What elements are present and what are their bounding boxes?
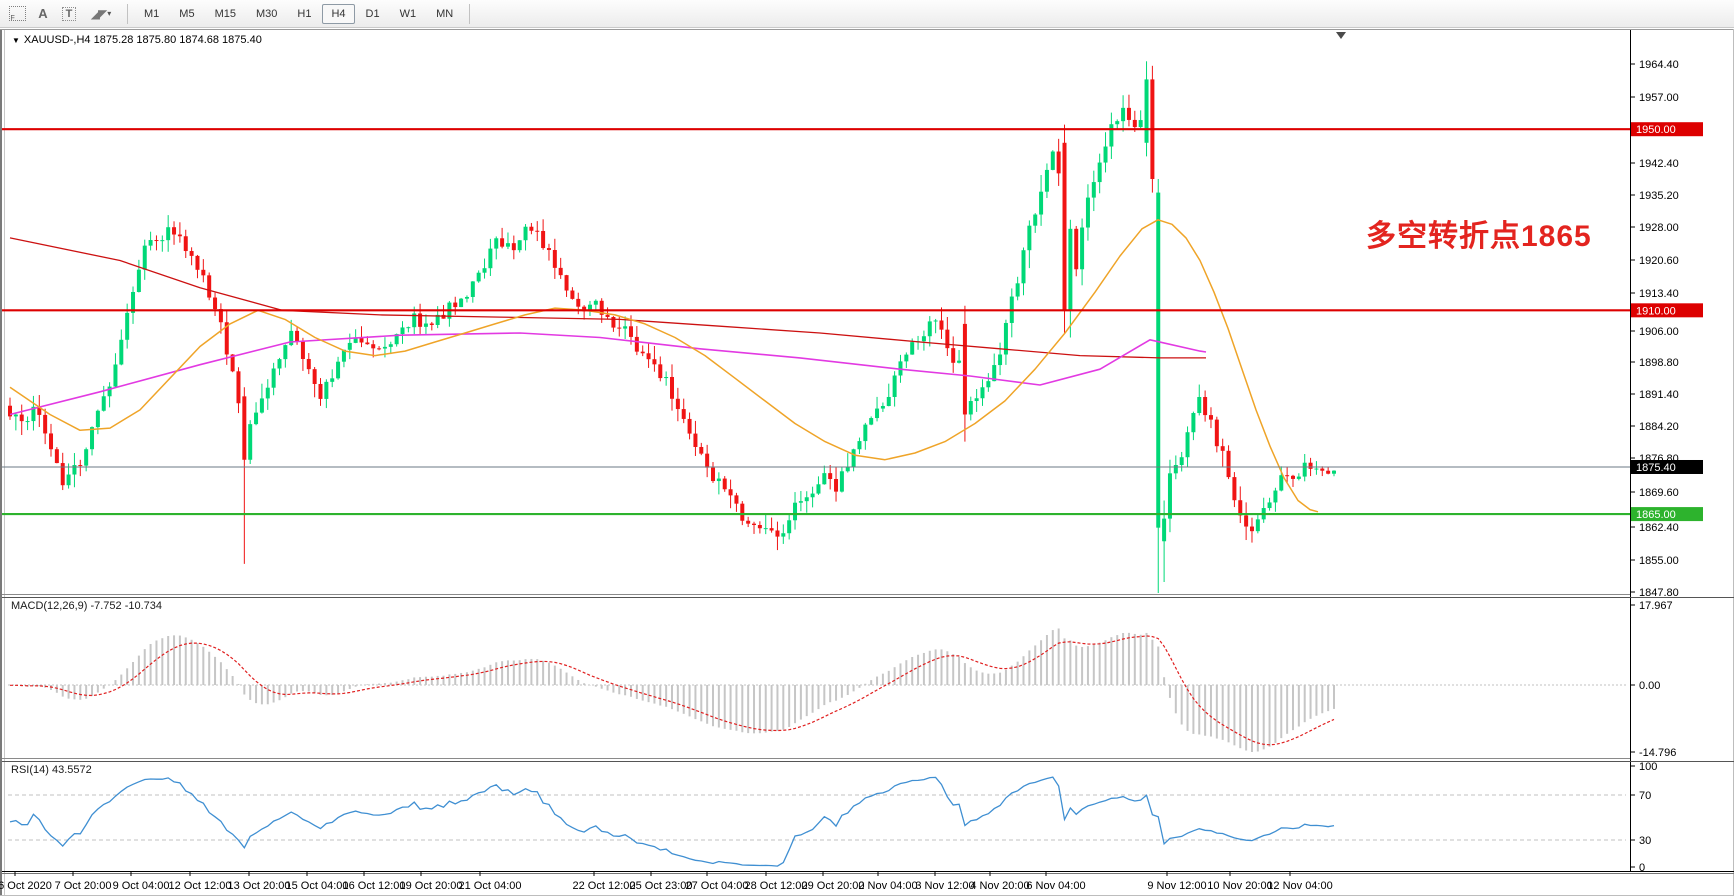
svg-text:1869.60: 1869.60 bbox=[1639, 487, 1679, 499]
svg-text:1942.40: 1942.40 bbox=[1639, 158, 1679, 170]
svg-text:29 Oct 20:00: 29 Oct 20:00 bbox=[802, 880, 865, 892]
timeframe-button-d1[interactable]: D1 bbox=[365, 7, 380, 20]
svg-text:70: 70 bbox=[1639, 790, 1651, 802]
text-annotation-icon[interactable]: A bbox=[38, 6, 48, 21]
svg-text:9 Nov 12:00: 9 Nov 12:00 bbox=[1147, 880, 1206, 892]
macd-signal-line bbox=[10, 635, 1335, 746]
ma-magenta-line bbox=[9, 332, 1207, 416]
svg-text:-14.796: -14.796 bbox=[1639, 747, 1676, 759]
svg-text:12 Oct 12:00: 12 Oct 12:00 bbox=[169, 880, 232, 892]
svg-text:1891.40: 1891.40 bbox=[1639, 389, 1679, 401]
svg-text:0.00: 0.00 bbox=[1639, 680, 1660, 692]
svg-text:1855.00: 1855.00 bbox=[1639, 555, 1679, 567]
timeframe-button-group: M1 M5 M15 M30 H1 H4 D1 W1 MN bbox=[135, 3, 462, 24]
svg-text:16 Oct 12:00: 16 Oct 12:00 bbox=[343, 880, 406, 892]
svg-text:25 Oct 23:00: 25 Oct 23:00 bbox=[630, 880, 693, 892]
svg-text:1884.20: 1884.20 bbox=[1639, 421, 1679, 433]
svg-text:27 Oct 04:00: 27 Oct 04:00 bbox=[686, 880, 749, 892]
svg-text:1847.80: 1847.80 bbox=[1639, 587, 1679, 599]
svg-text:1875.40: 1875.40 bbox=[1636, 462, 1676, 474]
timeframe-button-mn[interactable]: MN bbox=[436, 7, 454, 20]
macd-indicator-label: MACD(12,26,9) -7.752 -10.734 bbox=[11, 600, 163, 612]
svg-text:17.967: 17.967 bbox=[1639, 600, 1673, 612]
svg-text:1910.00: 1910.00 bbox=[1636, 305, 1676, 317]
chart-shift-marker-icon bbox=[1336, 32, 1346, 39]
top-toolbar: F A T ◢◤ ▾ M1 M5 M15 M30 H1 H4 D1 W1 MN bbox=[0, 0, 1734, 28]
rsi-pane bbox=[8, 776, 1626, 867]
window-left-edge bbox=[0, 29, 2, 896]
dropdown-triangle-icon[interactable]: ▼ bbox=[12, 36, 20, 45]
rsi-indicator-label: RSI(14) 43.5572 bbox=[11, 764, 92, 776]
price-badge bbox=[1631, 507, 1703, 522]
timeframe-button-m1[interactable]: M1 bbox=[144, 7, 160, 20]
svg-text:7 Oct 20:00: 7 Oct 20:00 bbox=[55, 880, 112, 892]
chart-symbol-header: ▼ XAUUSD-,H4 1875.28 1875.80 1874.68 1875… bbox=[12, 34, 262, 46]
macd-pane bbox=[8, 628, 1626, 752]
price-badge bbox=[1631, 303, 1703, 318]
svg-text:15 Oct 04:00: 15 Oct 04:00 bbox=[286, 880, 349, 892]
ohlc-quote-text: XAUUSD-,H4 1875.28 1875.80 1874.68 1875.… bbox=[23, 34, 262, 46]
timeframe-button-m30[interactable]: M30 bbox=[255, 7, 278, 20]
svg-text:1906.00: 1906.00 bbox=[1639, 326, 1679, 338]
toolbar-separator bbox=[127, 3, 128, 24]
svg-text:1862.40: 1862.40 bbox=[1639, 522, 1679, 534]
timeframe-button-h1[interactable]: H1 bbox=[297, 7, 312, 20]
svg-text:1950.00: 1950.00 bbox=[1636, 124, 1676, 136]
timeframe-button-w1[interactable]: W1 bbox=[399, 7, 417, 20]
svg-text:0: 0 bbox=[1639, 862, 1645, 874]
svg-text:21 Oct 04:00: 21 Oct 04:00 bbox=[459, 880, 522, 892]
svg-text:22 Oct 12:00: 22 Oct 12:00 bbox=[573, 880, 636, 892]
svg-text:3 Nov 12:00: 3 Nov 12:00 bbox=[915, 880, 974, 892]
svg-text:6 Nov 04:00: 6 Nov 04:00 bbox=[1026, 880, 1085, 892]
toolbar-separator bbox=[469, 3, 471, 24]
price-axis[interactable]: 1964.40 1957.00 1942.40 1935.20 1928.00 1920.… bbox=[1630, 59, 1703, 874]
svg-text:19 Oct 20:00: 19 Oct 20:00 bbox=[400, 880, 463, 892]
svg-text:1898.80: 1898.80 bbox=[1639, 357, 1679, 369]
svg-text:6 Oct 2020: 6 Oct 2020 bbox=[0, 880, 52, 892]
price-badge bbox=[1631, 122, 1703, 137]
arrows-objects-icon[interactable]: ◢◤ ▾ bbox=[90, 6, 112, 21]
price-annotation-text: 多空转折点1865 bbox=[1366, 220, 1592, 253]
svg-text:1928.00: 1928.00 bbox=[1639, 222, 1679, 234]
svg-text:1964.40: 1964.40 bbox=[1639, 59, 1679, 71]
svg-text:100: 100 bbox=[1639, 761, 1657, 773]
grid-crosshair-icon[interactable]: F bbox=[4, 3, 30, 25]
timeframe-button-h4[interactable]: H4 bbox=[322, 3, 355, 24]
ma-orange-line bbox=[9, 219, 1319, 513]
svg-text:28 Oct 12:00: 28 Oct 12:00 bbox=[745, 880, 808, 892]
svg-text:1935.20: 1935.20 bbox=[1639, 190, 1679, 202]
text-label-icon[interactable]: T bbox=[56, 3, 82, 25]
svg-text:30: 30 bbox=[1639, 835, 1651, 847]
ma-red-line bbox=[9, 237, 1206, 359]
time-axis[interactable]: 6 Oct 2020 7 Oct 20:00 9 Oct 04:00 12 Oct 1… bbox=[0, 871, 1333, 892]
svg-text:1920.60: 1920.60 bbox=[1639, 255, 1679, 267]
rsi-line bbox=[9, 776, 1335, 867]
svg-text:12 Nov 04:00: 12 Nov 04:00 bbox=[1267, 880, 1332, 892]
svg-text:9 Oct 04:00: 9 Oct 04:00 bbox=[113, 880, 170, 892]
price-badge bbox=[1631, 459, 1703, 474]
svg-text:2 Nov 04:00: 2 Nov 04:00 bbox=[858, 880, 917, 892]
timeframe-button-m15[interactable]: M15 bbox=[214, 7, 236, 20]
svg-text:4 Nov 20:00: 4 Nov 20:00 bbox=[970, 880, 1029, 892]
main-price-pane bbox=[8, 61, 1336, 593]
svg-text:1865.00: 1865.00 bbox=[1636, 509, 1676, 521]
svg-text:10 Nov 20:00: 10 Nov 20:00 bbox=[1207, 880, 1272, 892]
macd-histogram bbox=[9, 628, 1335, 752]
timeframe-button-m5[interactable]: M5 bbox=[179, 7, 195, 20]
svg-text:13 Oct 20:00: 13 Oct 20:00 bbox=[228, 880, 291, 892]
svg-text:1913.40: 1913.40 bbox=[1639, 288, 1679, 300]
svg-text:1957.00: 1957.00 bbox=[1639, 92, 1679, 104]
chevron-down-icon: ▾ bbox=[107, 9, 112, 18]
